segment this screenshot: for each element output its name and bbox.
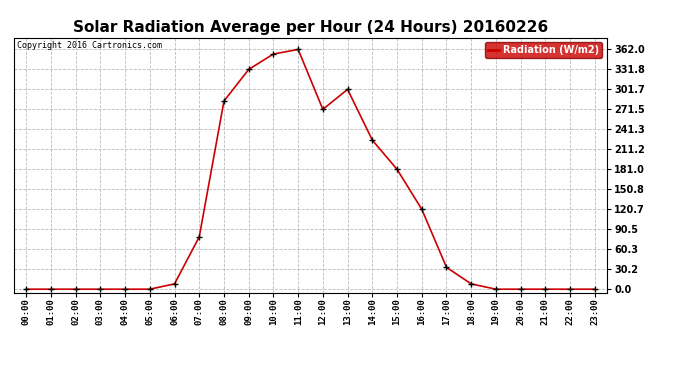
- Title: Solar Radiation Average per Hour (24 Hours) 20160226: Solar Radiation Average per Hour (24 Hou…: [73, 20, 548, 35]
- Legend: Radiation (W/m2): Radiation (W/m2): [485, 42, 602, 58]
- Text: Copyright 2016 Cartronics.com: Copyright 2016 Cartronics.com: [17, 41, 161, 50]
